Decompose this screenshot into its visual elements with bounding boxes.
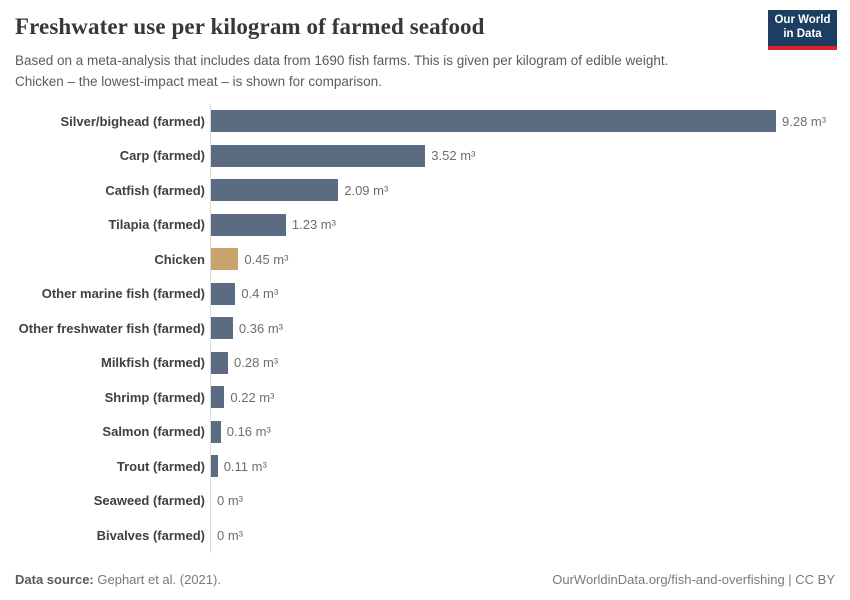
- owid-logo: Our World in Data: [768, 10, 837, 50]
- bar-row: Silver/bighead (farmed) 9.28 m³: [15, 104, 835, 139]
- bar-row: Other marine fish (farmed) 0.4 m³: [15, 277, 835, 312]
- bar-track: 9.28 m³: [211, 110, 835, 133]
- value-label: 9.28 m³: [782, 113, 827, 129]
- license-link[interactable]: OurWorldinData.org/fish-and-overfishing …: [552, 572, 835, 587]
- bar[interactable]: [211, 213, 286, 236]
- bar-row: Trout (farmed) 0.11 m³: [15, 449, 835, 484]
- logo-line-1: Our World: [774, 14, 831, 27]
- category-label: Tilapia (farmed): [108, 217, 205, 233]
- category-label: Other freshwater fish (farmed): [18, 320, 205, 336]
- value-label: 0.4 m³: [241, 286, 279, 302]
- chart-subtitle: Based on a meta-analysis that includes d…: [15, 51, 755, 93]
- bar[interactable]: [211, 110, 776, 133]
- category-label: Bivalves (farmed): [96, 527, 205, 543]
- category-label: Trout (farmed): [116, 458, 205, 474]
- category-label: Milkfish (farmed): [100, 355, 205, 371]
- bar-track: 0.28 m³: [211, 351, 835, 374]
- subtitle-line-1: Based on a meta-analysis that includes d…: [15, 53, 669, 68]
- value-label: 1.23 m³: [291, 217, 336, 233]
- value-label: 0.16 m³: [226, 424, 271, 440]
- bar-track: 2.09 m³: [211, 179, 835, 202]
- bar[interactable]: [211, 144, 426, 167]
- value-label: 0.28 m³: [234, 355, 279, 371]
- logo-line-2: in Data: [783, 28, 822, 40]
- bar-row: Carp (farmed) 3.52 m³: [15, 139, 835, 174]
- subtitle-line-2: Chicken – the lowest-impact meat – is sh…: [15, 73, 382, 89]
- category-label: Seaweed (farmed): [93, 493, 205, 509]
- bar-track: 0.45 m³: [211, 248, 835, 271]
- value-label: 0.22 m³: [230, 389, 275, 405]
- value-label: 0.45 m³: [244, 251, 289, 267]
- category-label: Catfish (farmed): [105, 182, 205, 198]
- bar[interactable]: [211, 420, 221, 443]
- bar-track: 0 m³: [211, 490, 835, 512]
- bar[interactable]: [211, 455, 218, 478]
- value-label: 2.09 m³: [344, 182, 389, 198]
- bar[interactable]: [211, 317, 233, 340]
- bar-track: 0.36 m³: [211, 317, 835, 340]
- value-label: 0 m³: [217, 493, 243, 509]
- bar-track: 0.11 m³: [211, 455, 835, 478]
- bar-row: Bivalves (farmed) 0 m³: [15, 518, 835, 553]
- value-label: 0.11 m³: [223, 458, 267, 474]
- chart-footer: Data source: Gephart et al. (2021). OurW…: [15, 572, 835, 587]
- bar-row: Seaweed (farmed) 0 m³: [15, 484, 835, 519]
- category-label: Chicken: [154, 251, 205, 267]
- bar-row: Milkfish (farmed) 0.28 m³: [15, 346, 835, 381]
- bar[interactable]: [211, 248, 239, 271]
- category-label: Other marine fish (farmed): [41, 286, 205, 302]
- value-label: 0 m³: [217, 527, 243, 543]
- category-label: Carp (farmed): [119, 148, 205, 164]
- bar-chart: Silver/bighead (farmed) 9.28 m³ Carp (farm…: [15, 104, 835, 553]
- chart-header: Freshwater use per kilogram of farmed se…: [15, 14, 755, 93]
- data-source-label: Data source:: [15, 572, 94, 587]
- value-label: 3.52 m³: [431, 148, 476, 164]
- bar-track: 0.4 m³: [211, 282, 835, 305]
- bar-row: Tilapia (farmed) 1.23 m³: [15, 208, 835, 243]
- bar-track: 0 m³: [211, 524, 835, 546]
- bar-row: Shrimp (farmed) 0.22 m³: [15, 380, 835, 415]
- bar-track: 3.52 m³: [211, 144, 835, 167]
- bar[interactable]: [211, 386, 225, 409]
- bar[interactable]: [211, 282, 236, 305]
- bar-rows: Silver/bighead (farmed) 9.28 m³ Carp (farm…: [15, 104, 835, 553]
- bar-row: Salmon (farmed) 0.16 m³: [15, 415, 835, 450]
- bar-row: Chicken 0.45 m³: [15, 242, 835, 277]
- category-label: Salmon (farmed): [102, 424, 205, 440]
- bar-track: 0.16 m³: [211, 420, 835, 443]
- bar-row: Catfish (farmed) 2.09 m³: [15, 173, 835, 208]
- data-source-value: Gephart et al. (2021).: [97, 572, 221, 587]
- bar-row: Other freshwater fish (farmed) 0.36 m³: [15, 311, 835, 346]
- bar-track: 1.23 m³: [211, 213, 835, 236]
- category-label: Shrimp (farmed): [104, 389, 205, 405]
- value-label: 0.36 m³: [238, 320, 283, 336]
- page-title: Freshwater use per kilogram of farmed se…: [15, 14, 485, 39]
- data-source: Data source: Gephart et al. (2021).: [15, 572, 221, 587]
- y-axis-line: [210, 104, 211, 553]
- bar-track: 0.22 m³: [211, 386, 835, 409]
- category-label: Silver/bighead (farmed): [60, 113, 205, 129]
- bar[interactable]: [211, 179, 339, 202]
- bar[interactable]: [211, 351, 229, 374]
